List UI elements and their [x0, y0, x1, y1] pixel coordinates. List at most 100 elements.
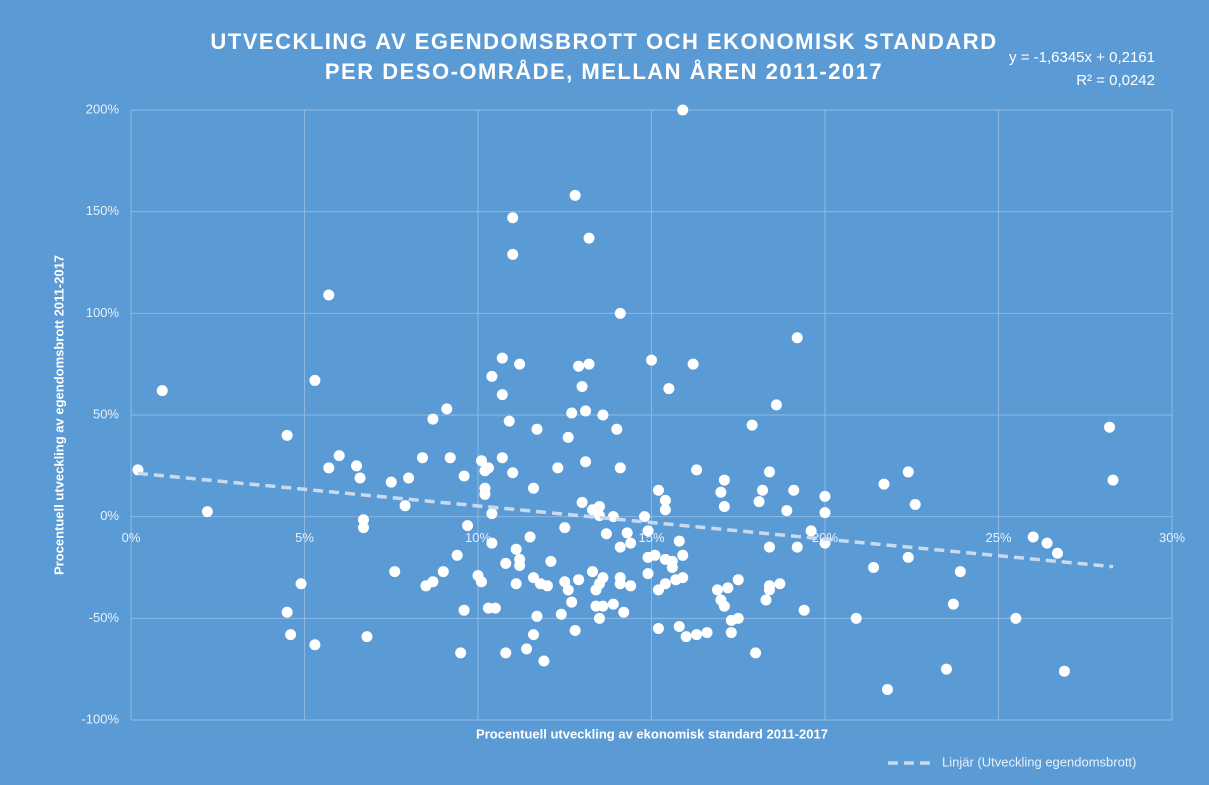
point	[458, 470, 470, 482]
point	[462, 520, 474, 532]
point	[528, 482, 540, 494]
point	[580, 405, 592, 417]
point	[354, 472, 366, 484]
point	[819, 507, 831, 519]
point	[646, 354, 657, 366]
point	[666, 555, 678, 567]
point	[611, 423, 623, 435]
point	[691, 629, 703, 641]
point	[954, 566, 966, 578]
point	[573, 574, 585, 586]
point	[618, 606, 630, 618]
point	[1107, 474, 1119, 486]
x-tick-label: 10%	[465, 530, 491, 545]
point	[701, 627, 713, 639]
point	[614, 572, 626, 584]
y-tick-label: -50%	[89, 610, 120, 625]
point	[663, 383, 675, 395]
point	[295, 578, 307, 590]
point	[639, 511, 651, 523]
point	[403, 472, 415, 484]
point	[659, 504, 671, 516]
point	[625, 537, 637, 549]
point	[514, 559, 526, 571]
point	[583, 232, 595, 244]
x-tick-label: 0%	[122, 530, 141, 545]
y-tick-label: 100%	[86, 305, 120, 320]
point	[788, 484, 800, 496]
point	[323, 289, 335, 301]
point	[555, 608, 567, 620]
point	[722, 582, 734, 594]
point	[750, 647, 762, 659]
point	[451, 549, 463, 561]
point	[496, 452, 508, 464]
point	[514, 358, 526, 370]
point	[496, 352, 508, 364]
point	[562, 431, 574, 443]
point	[486, 370, 498, 382]
chart-title: PER DESO-OMRÅDE, MELLAN ÅREN 2011-2017	[325, 58, 883, 84]
point	[507, 212, 519, 224]
point	[357, 514, 369, 526]
point	[680, 631, 692, 643]
point	[552, 462, 564, 474]
point	[500, 647, 512, 659]
point	[531, 610, 543, 622]
point	[1051, 547, 1063, 559]
trendline	[137, 471, 1114, 569]
point	[444, 452, 456, 464]
point	[156, 385, 168, 397]
legend-label: Linjär (Utveckling egendomsbrott)	[942, 754, 1136, 769]
point	[649, 549, 661, 561]
point	[479, 488, 491, 500]
point	[625, 580, 637, 592]
point	[642, 568, 654, 580]
point	[763, 584, 775, 596]
point	[614, 541, 626, 553]
y-tick-label: 200%	[86, 101, 120, 116]
point	[711, 584, 723, 596]
point	[576, 381, 588, 393]
point	[753, 496, 765, 508]
point	[732, 612, 744, 624]
point	[583, 358, 595, 370]
point	[642, 525, 654, 537]
point	[500, 557, 512, 569]
point	[659, 494, 671, 506]
point	[507, 467, 519, 479]
point	[510, 543, 522, 555]
point	[593, 501, 605, 512]
point	[562, 584, 574, 596]
point	[416, 452, 428, 464]
point	[940, 663, 952, 675]
point	[496, 389, 508, 401]
point	[760, 594, 772, 606]
x-tick-label: 25%	[985, 530, 1011, 545]
point	[947, 598, 959, 610]
point	[541, 580, 553, 592]
point	[559, 522, 571, 534]
point	[201, 506, 213, 518]
point	[576, 496, 588, 508]
point	[333, 450, 345, 462]
point	[573, 360, 585, 372]
point	[524, 531, 536, 543]
point	[323, 462, 335, 474]
point	[746, 419, 758, 431]
point	[597, 572, 609, 584]
point	[1010, 612, 1022, 624]
point	[718, 501, 730, 512]
point	[757, 484, 769, 496]
point	[281, 429, 293, 441]
point	[652, 623, 664, 634]
point	[687, 358, 699, 370]
point	[677, 572, 689, 584]
point	[486, 537, 498, 549]
point	[489, 602, 501, 614]
point	[441, 403, 453, 415]
point	[538, 655, 550, 667]
y-tick-label: 0%	[100, 508, 119, 523]
